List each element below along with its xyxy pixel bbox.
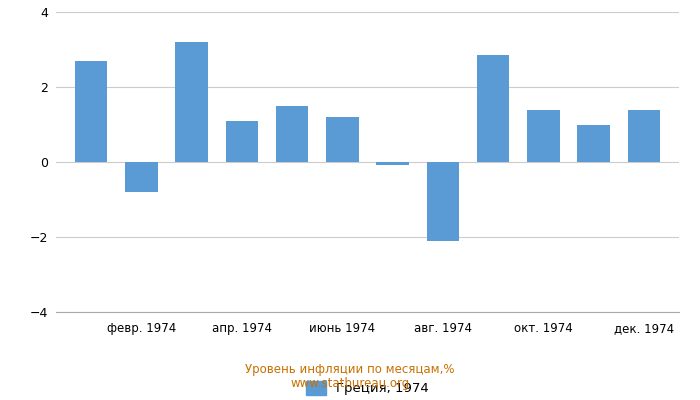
Bar [477,55,510,162]
Bar [326,117,358,162]
Bar [125,162,158,192]
Bar [377,162,409,165]
Bar [426,162,459,241]
Bar [225,121,258,162]
Text: www.statbureau.org: www.statbureau.org [290,378,410,390]
Bar [627,110,660,162]
Bar [175,42,208,162]
Bar [75,61,108,162]
Legend: Греция, 1974: Греция, 1974 [306,381,429,396]
Bar [527,110,560,162]
Text: Уровень инфляции по месяцам,%: Уровень инфляции по месяцам,% [245,364,455,376]
Bar [276,106,309,162]
Bar [578,124,610,162]
